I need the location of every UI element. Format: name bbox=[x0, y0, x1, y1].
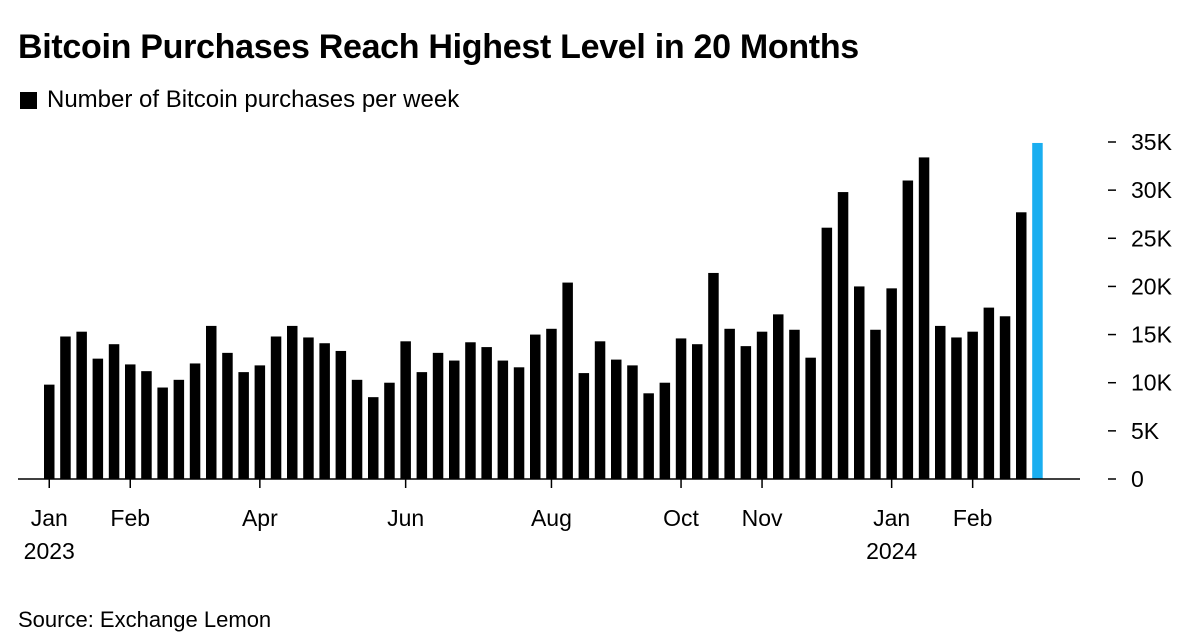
legend-swatch bbox=[20, 91, 37, 109]
bar bbox=[206, 325, 217, 479]
bar bbox=[141, 371, 152, 479]
bar bbox=[335, 350, 347, 479]
x-tick-label: Jan bbox=[873, 505, 910, 531]
bar bbox=[384, 382, 395, 479]
y-tick-label: 10K bbox=[1131, 370, 1173, 396]
bar bbox=[675, 338, 687, 479]
bar bbox=[173, 379, 185, 479]
bar bbox=[870, 329, 881, 479]
bar bbox=[546, 328, 557, 479]
x-tick-label: Aug bbox=[531, 505, 572, 531]
bar bbox=[319, 343, 330, 479]
bar bbox=[708, 272, 719, 479]
x-tick-label: Jun bbox=[387, 505, 424, 531]
x-tick-label: Nov bbox=[742, 505, 783, 531]
x-tick-label: Jan bbox=[31, 505, 68, 531]
bar bbox=[287, 325, 298, 479]
bar bbox=[627, 365, 638, 479]
bar bbox=[902, 180, 914, 479]
bar bbox=[951, 337, 962, 479]
y-tick-label: 35K bbox=[1131, 129, 1173, 155]
bar bbox=[449, 360, 460, 479]
bar bbox=[789, 329, 800, 479]
bar bbox=[659, 382, 671, 479]
bar bbox=[222, 352, 233, 479]
bar bbox=[967, 331, 978, 479]
bar bbox=[497, 360, 509, 479]
bar-highlight bbox=[1032, 142, 1043, 479]
bar bbox=[416, 372, 428, 479]
bar bbox=[432, 352, 444, 479]
bar bbox=[935, 325, 946, 479]
legend: Number of Bitcoin purchases per week bbox=[20, 86, 459, 114]
bar bbox=[983, 307, 995, 479]
y-tick-label: 15K bbox=[1131, 322, 1173, 348]
x-tick-label: Apr bbox=[242, 505, 278, 531]
bar bbox=[513, 367, 525, 479]
bar bbox=[60, 336, 71, 479]
bar bbox=[854, 286, 865, 479]
y-tick-label: 25K bbox=[1131, 225, 1173, 251]
bar bbox=[44, 384, 55, 479]
bar bbox=[400, 341, 411, 479]
x-tick-label: Oct bbox=[663, 505, 699, 531]
bar bbox=[886, 288, 897, 479]
y-tick-label: 20K bbox=[1131, 273, 1173, 299]
bar bbox=[773, 314, 784, 479]
legend-label: Number of Bitcoin purchases per week bbox=[47, 86, 460, 113]
bar bbox=[999, 316, 1011, 479]
bar bbox=[92, 358, 104, 479]
bar bbox=[821, 227, 833, 479]
bar bbox=[76, 331, 87, 479]
bar bbox=[837, 192, 849, 479]
bar-chart: 0 5K 10K 15K 20K 25K 30K 35K Jan 2023 Feb Apr Jun Aug… bbox=[18, 129, 1173, 564]
bar bbox=[125, 364, 136, 479]
bar bbox=[465, 342, 476, 479]
bar bbox=[918, 157, 930, 480]
bar bbox=[368, 397, 379, 479]
bar bbox=[724, 328, 735, 479]
bar bbox=[1016, 212, 1027, 479]
bar bbox=[805, 357, 816, 479]
bar bbox=[756, 331, 768, 479]
bar bbox=[611, 359, 622, 479]
bar bbox=[238, 372, 249, 479]
bar bbox=[530, 334, 541, 479]
bar bbox=[108, 344, 120, 479]
y-tick-label: 5K bbox=[1131, 418, 1160, 444]
bar bbox=[594, 341, 606, 479]
x-tick-label: Feb bbox=[110, 505, 150, 531]
bar bbox=[270, 336, 282, 479]
x-tick-label: Feb bbox=[953, 505, 993, 531]
bar bbox=[351, 379, 363, 479]
bar bbox=[740, 346, 752, 479]
bar bbox=[303, 337, 314, 479]
bar bbox=[578, 373, 590, 479]
bar bbox=[254, 365, 266, 479]
chart-title: Bitcoin Purchases Reach Highest Level in… bbox=[18, 28, 859, 66]
y-tick-label: 0 bbox=[1131, 466, 1144, 492]
x-tick-year-label: 2023 bbox=[24, 538, 75, 564]
bar bbox=[562, 282, 573, 479]
bar bbox=[692, 344, 703, 479]
bar bbox=[643, 393, 654, 479]
source-note: Source: Exchange Lemon bbox=[18, 607, 272, 632]
bar bbox=[481, 347, 492, 479]
bar bbox=[189, 363, 201, 479]
y-tick-label: 30K bbox=[1131, 177, 1173, 203]
bar bbox=[157, 387, 168, 479]
x-tick-year-label: 2024 bbox=[866, 538, 917, 564]
